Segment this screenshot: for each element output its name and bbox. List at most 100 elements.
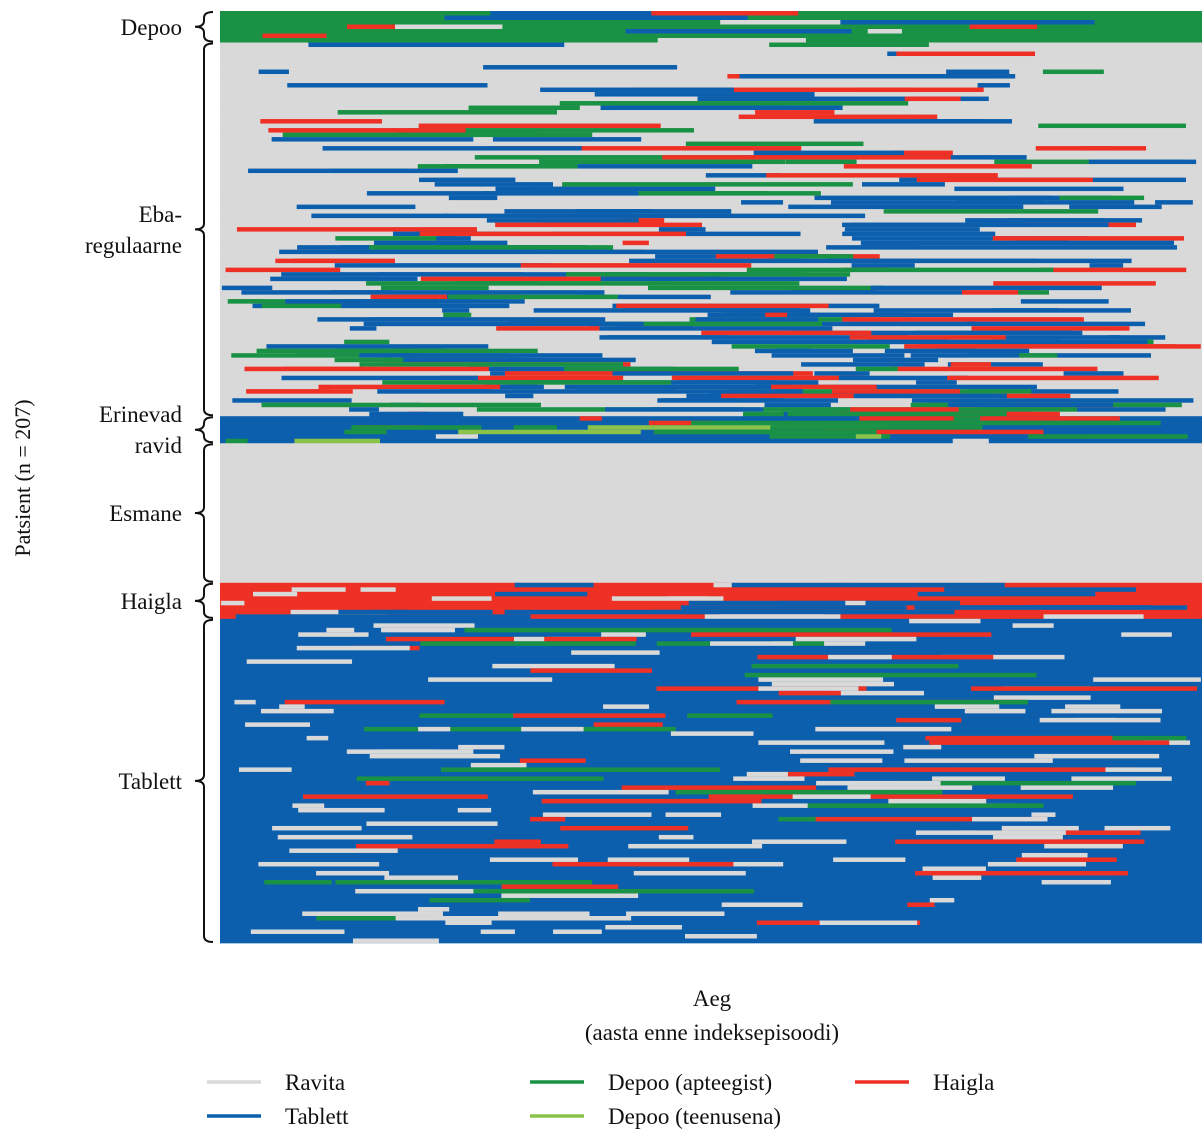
status-segment	[958, 758, 1053, 764]
status-segment	[220, 857, 1202, 863]
status-segment	[993, 339, 1061, 345]
status-segment	[507, 321, 644, 327]
status-segment	[381, 627, 455, 633]
status-segment	[1021, 852, 1088, 858]
patient-row	[220, 78, 1202, 84]
status-segment	[220, 659, 1202, 665]
status-segment	[260, 708, 334, 714]
status-segment	[220, 753, 1202, 759]
patient-row	[220, 659, 1202, 665]
patient-row	[220, 636, 1202, 642]
patient-row	[220, 470, 1202, 476]
patient-row	[220, 758, 1202, 764]
patient-row	[220, 605, 1202, 611]
status-segment	[784, 393, 996, 399]
status-segment	[720, 614, 825, 620]
patient-row	[220, 137, 1202, 142]
status-segment	[891, 366, 1098, 372]
status-segment	[220, 690, 1202, 696]
status-segment	[468, 105, 580, 111]
status-segment	[652, 281, 800, 286]
group-brace	[194, 443, 214, 583]
patient-row	[220, 209, 1202, 214]
status-segment	[436, 236, 471, 241]
status-segment	[537, 321, 823, 327]
status-segment	[1069, 204, 1162, 210]
status-segment	[496, 326, 600, 332]
patient-row	[220, 816, 1202, 822]
status-segment	[443, 312, 472, 318]
patient-row	[220, 389, 1202, 395]
group-label: Haigla	[121, 589, 182, 614]
status-segment	[968, 389, 1119, 395]
patient-row	[220, 906, 1202, 912]
status-segment	[883, 209, 1099, 214]
status-segment	[220, 42, 1202, 48]
group-brace	[194, 618, 214, 943]
status-segment	[258, 69, 289, 75]
patient-row	[220, 33, 1202, 39]
status-segment	[934, 704, 1000, 710]
status-segment	[599, 335, 910, 341]
patient-row	[220, 308, 1202, 314]
patient-row	[220, 726, 1202, 732]
status-segment	[408, 128, 694, 133]
patient-row	[220, 227, 1202, 232]
status-segment	[752, 839, 847, 845]
patient-row	[220, 132, 1202, 138]
status-segment	[220, 839, 1202, 845]
status-segment	[787, 411, 1007, 417]
status-segment	[807, 816, 1048, 822]
status-segment	[431, 596, 492, 602]
status-segment	[950, 362, 992, 368]
patient-row	[220, 627, 1202, 633]
status-segment	[1065, 704, 1121, 710]
plot-area	[220, 11, 1202, 944]
patient-row	[220, 285, 1202, 291]
status-segment	[356, 776, 604, 782]
patient-row	[220, 933, 1202, 939]
status-segment	[797, 312, 906, 318]
patient-row	[220, 524, 1202, 530]
status-segment	[220, 560, 1202, 566]
status-segment	[854, 87, 984, 93]
group-label: regulaarne	[85, 233, 182, 258]
status-segment	[1044, 843, 1123, 849]
status-segment	[932, 776, 1005, 782]
status-segment	[337, 110, 557, 115]
status-segment	[907, 902, 935, 908]
status-segment	[220, 902, 1202, 908]
status-segment	[851, 222, 1109, 228]
status-segment	[961, 290, 1040, 296]
status-segment	[539, 222, 703, 228]
patient-row	[220, 479, 1202, 485]
status-segment	[220, 920, 1202, 926]
patient-row	[220, 929, 1202, 935]
status-segment	[828, 258, 1132, 264]
patient-row	[220, 830, 1202, 836]
patient-row	[220, 753, 1202, 759]
status-segment	[770, 384, 877, 390]
status-segment	[661, 398, 839, 404]
status-segment	[220, 578, 1202, 584]
patient-row	[220, 546, 1202, 552]
status-segment	[220, 200, 1202, 205]
legend: Ravita Tablett Depoo (apteegist) Depoo (tee…	[207, 1070, 994, 1129]
status-segment	[532, 789, 669, 795]
status-segment	[628, 843, 763, 849]
patient-row	[220, 155, 1202, 160]
status-segment	[220, 110, 1202, 115]
status-segment	[540, 87, 734, 93]
status-segment	[220, 195, 1202, 201]
status-segment	[220, 650, 1202, 656]
status-segment	[514, 582, 594, 588]
patient-row	[220, 483, 1202, 489]
patient-row	[220, 614, 1202, 620]
status-segment	[519, 758, 586, 764]
status-segment	[352, 938, 439, 944]
patient-row	[220, 870, 1202, 876]
status-segment	[220, 434, 1202, 440]
patient-row	[220, 690, 1202, 696]
status-segment	[625, 29, 852, 34]
patient-row	[220, 96, 1202, 102]
